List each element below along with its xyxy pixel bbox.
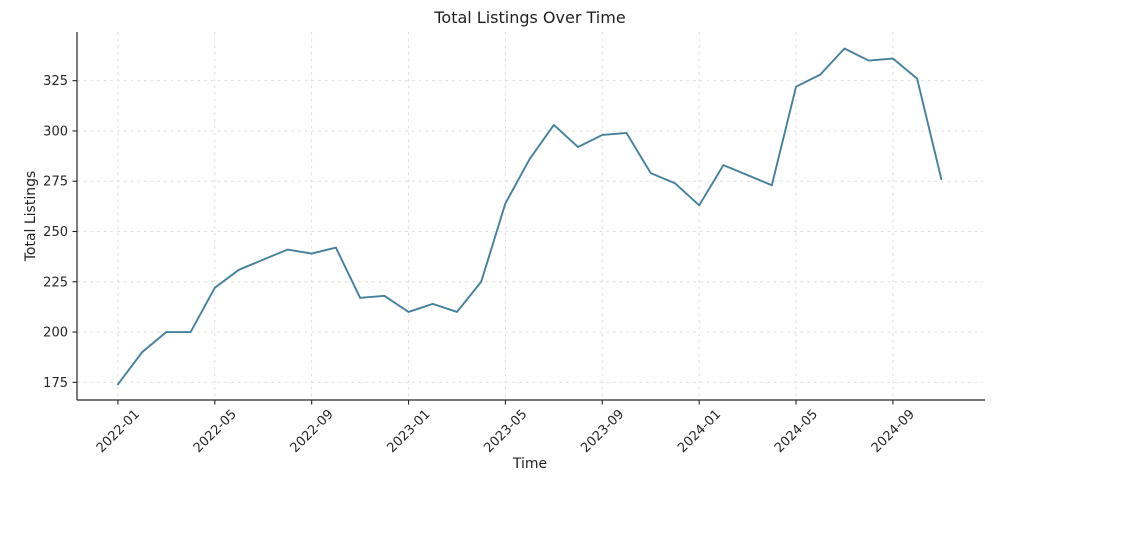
gridlines <box>77 32 983 400</box>
svg-text:300: 300 <box>43 124 68 139</box>
svg-text:2024-09: 2024-09 <box>869 407 918 456</box>
y-axis-label: Total Listings <box>23 170 39 262</box>
svg-text:2023-09: 2023-09 <box>578 407 627 456</box>
svg-text:2023-01: 2023-01 <box>385 407 434 456</box>
svg-text:200: 200 <box>43 326 68 341</box>
x-tick-labels: 2022-01 2022-05 2022-09 2023-01 2023-05 2023-… <box>94 407 918 456</box>
chart-title: Total Listings Over Time <box>434 8 626 27</box>
data-line-total-listings <box>116 47 943 386</box>
svg-text:2022-01: 2022-01 <box>94 407 143 456</box>
svg-text:2024-01: 2024-01 <box>675 407 724 456</box>
svg-text:225: 225 <box>43 275 68 290</box>
svg-text:250: 250 <box>43 225 68 240</box>
tick-marks <box>72 80 894 405</box>
svg-text:2024-05: 2024-05 <box>772 407 821 456</box>
svg-text:175: 175 <box>43 376 68 391</box>
svg-text:2023-05: 2023-05 <box>481 407 530 456</box>
y-tick-labels: 175 200 225 250 275 300 325 <box>43 74 68 391</box>
svg-text:2022-05: 2022-05 <box>191 407 240 456</box>
svg-text:325: 325 <box>43 74 68 89</box>
svg-text:275: 275 <box>43 175 68 190</box>
x-axis-label: Time <box>512 456 548 472</box>
axis-spines <box>76 32 985 401</box>
svg-text:2022-09: 2022-09 <box>288 407 337 456</box>
